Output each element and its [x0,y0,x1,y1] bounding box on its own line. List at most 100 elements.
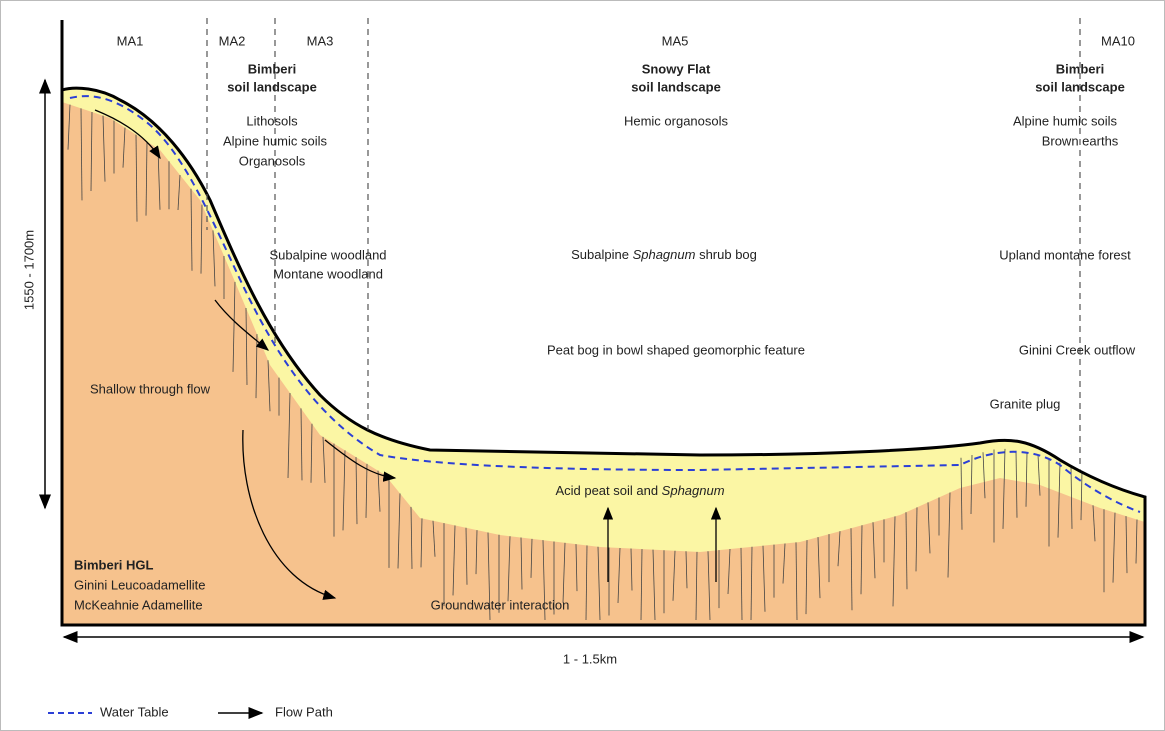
soil: Alpine humic soils [223,133,328,148]
fracture [310,423,313,483]
text-part: Sphagnum [662,483,725,498]
fracture [322,436,326,483]
fracture [542,540,546,621]
fracture [1125,516,1128,574]
flow-arrow [242,429,337,600]
legend-label: Flow Path [275,704,333,719]
fracture [135,134,138,222]
fracture [465,527,468,585]
feature-label: Groundwater interaction [431,597,570,612]
vegetation: Upland montane forest [999,247,1131,262]
fracture [905,512,908,590]
fracture [475,530,478,575]
fracture [487,532,491,621]
flow-arrow [214,299,269,351]
fracture [267,360,271,412]
landscape-name: Bimberi [248,61,296,76]
fracture [1112,512,1116,583]
vegetation: Montane woodland [273,266,383,281]
fractures [67,104,1138,621]
height-label: 1550 - 1700m [21,230,36,310]
feature-label: Shallow through flow [90,381,211,396]
fracture [365,463,368,518]
landscape-label: soil landscape [227,79,317,94]
soil: Brown earths [1042,133,1119,148]
fracture [1015,450,1018,518]
fracture [507,536,511,602]
fracture [1037,454,1041,496]
fracture [585,545,588,621]
fracture [750,546,753,621]
zone-dividers [206,18,1081,470]
fracture [1135,519,1138,564]
text-part: Acid peat soil and [555,483,661,498]
fracture [80,108,83,201]
fracture [177,174,181,211]
geology-unit: Ginini Leucoadamellite [74,577,206,592]
fracture [685,551,688,589]
fracture [927,502,931,554]
fracture [287,392,291,479]
feature-label: Granite plug [990,396,1061,411]
feature-label: Peat bog in bowl shaped geomorphic featu… [547,342,805,357]
text-part: Subalpine [571,247,632,262]
fracture [872,522,876,579]
fracture [200,204,203,274]
fracture [377,470,381,512]
fracture [892,516,896,607]
zone-label: MA3 [307,33,334,48]
fracture [452,525,456,596]
fracture [630,548,633,591]
fracture [960,457,963,530]
fracture [90,111,93,192]
zone-label: MA5 [662,33,689,48]
flow-paths [94,109,722,600]
fracture [232,281,236,372]
flow-arrow [324,439,397,482]
soil: Lithosols [246,113,298,128]
fracture [122,127,126,168]
soil: Alpine humic soils [1013,113,1118,128]
surface-outline [60,86,1147,627]
fracture [1092,505,1096,542]
geology-unit: McKeahnie Adamellite [74,597,203,612]
fracture [762,545,766,612]
fracture [597,546,601,621]
fracture [190,188,193,271]
fracture [432,520,436,557]
fracture [915,507,918,572]
vegetation: Subalpine Sphagnum shrub bog [571,247,757,262]
fracture [782,543,786,584]
fracture [695,551,698,621]
peat-layer [62,88,1145,552]
fracture [1057,462,1061,538]
fracture [947,492,951,578]
fracture [355,457,358,525]
fracture [520,537,523,590]
fracture [397,493,401,569]
fracture [982,452,986,499]
fracture [67,104,71,150]
feature-label: Ginini Creek outflow [1019,342,1136,357]
fracture [420,518,423,568]
fracture [342,450,346,531]
feature-label: Acid peat soil and Sphagnum [555,483,724,498]
geology-title: Bimberi HGL [74,557,154,572]
fracture [652,549,656,621]
fracture [672,550,676,601]
landscape-name: Bimberi [1056,61,1104,76]
landscape-label: soil landscape [631,79,721,94]
fracture [617,547,621,604]
fracture [1025,452,1028,507]
fracture [300,408,303,481]
fracture [1002,448,1006,529]
fracture [530,538,533,578]
fracture [817,537,821,599]
fracture [860,525,863,595]
flow-arrow [94,109,161,160]
zone-label: MA10 [1101,33,1135,48]
fracture [1070,466,1073,529]
soil: Hemic organosols [624,113,729,128]
fracture [707,551,711,621]
landscape-name: Snowy Flat [642,61,711,76]
